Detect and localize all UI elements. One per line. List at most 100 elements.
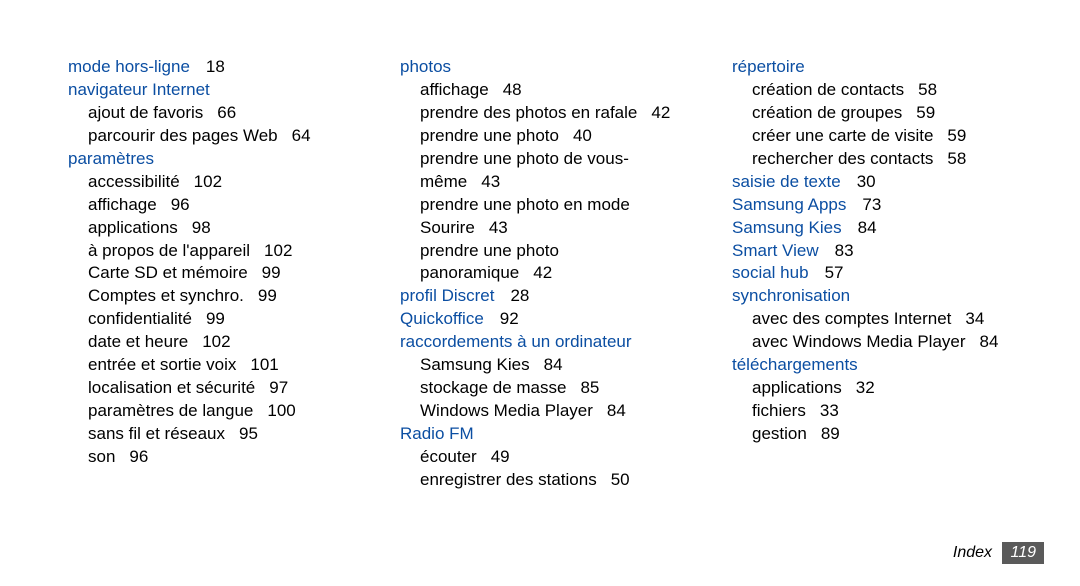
index-heading: Quickoffice	[400, 309, 484, 328]
index-sub-label: à propos de l'appareil	[88, 241, 250, 260]
index-heading: répertoire	[732, 57, 805, 76]
index-subentries: applications32fichiers 33 gestion 89	[732, 377, 1024, 446]
index-entry: paramètresaccessibilité102affichage96app…	[68, 148, 360, 469]
index-page-number: 40	[573, 126, 592, 145]
index-page-number: 89	[821, 424, 840, 443]
index-sub-label: écouter	[420, 447, 477, 466]
index-heading-row: téléchargements	[732, 354, 1024, 377]
index-subentry: Samsung Kies 84	[420, 354, 692, 377]
index-subentry: paramètres de langue100	[88, 400, 360, 423]
index-heading: Samsung Apps	[732, 195, 846, 214]
index-page-number: 102	[264, 241, 292, 260]
index-sub-label: accessibilité	[88, 172, 180, 191]
index-subentry: stockage de masse85	[420, 377, 692, 400]
index-entry: photosaffichage48prendre des photos en r…	[400, 56, 692, 285]
index-heading-row: Samsung Kies 84	[732, 217, 1024, 240]
index-sub-label: Carte SD et mémoire	[88, 263, 248, 282]
index-page-number: 84	[544, 355, 563, 374]
index-subentry: créer une carte de visite59	[752, 125, 1024, 148]
index-subentry: Windows Media Player84	[420, 400, 692, 423]
index-subentries: création de contacts58création de groupe…	[732, 79, 1024, 171]
index-entry: répertoire création de contacts58création…	[732, 56, 1024, 171]
index-sub-label: affichage	[88, 195, 157, 214]
index-entry: saisie de texte30	[732, 171, 1024, 194]
index-entry: raccordements à un ordinateur Samsung Kie…	[400, 331, 692, 423]
index-subentry: écouter 49	[420, 446, 692, 469]
index-sub-label: enregistrer des stations	[420, 470, 597, 489]
index-sub-label: Samsung Kies	[420, 355, 530, 374]
index-sub-label: gestion	[752, 424, 807, 443]
index-page-number: 18	[206, 57, 225, 76]
index-subentry: Comptes et synchro. 99	[88, 285, 360, 308]
index-heading-row: social hub 57	[732, 262, 1024, 285]
index-subentry: parcourir des pages Web 64	[88, 125, 360, 148]
index-page-number: 102	[194, 172, 222, 191]
index-sub-label: prendre une photo de vous-même	[420, 149, 629, 191]
index-sub-label: entrée et sortie voix	[88, 355, 236, 374]
index-heading: paramètres	[68, 149, 154, 168]
index-heading: profil Discret	[400, 286, 494, 305]
index-page-number: 64	[292, 126, 311, 145]
index-sub-label: Comptes et synchro.	[88, 286, 244, 305]
index-sub-label: création de groupes	[752, 103, 902, 122]
index-subentry: localisation et sécurité97	[88, 377, 360, 400]
index-heading: raccordements à un ordinateur	[400, 332, 632, 351]
index-heading: Radio FM	[400, 424, 474, 443]
index-page-number: 59	[916, 103, 935, 122]
index-subentry: Carte SD et mémoire99	[88, 262, 360, 285]
index-subentry: entrée et sortie voix101	[88, 354, 360, 377]
footer-page-badge: 119	[1002, 542, 1044, 564]
index-page-number: 92	[500, 309, 519, 328]
index-page-number: 66	[217, 103, 236, 122]
index-page-number: 99	[206, 309, 225, 328]
index-entry: téléchargements applications32fichiers 33 g…	[732, 354, 1024, 446]
index-page-number: 49	[491, 447, 510, 466]
index-sub-label: rechercher des contacts	[752, 149, 933, 168]
index-subentry: ajout de favoris 66	[88, 102, 360, 125]
index-subentries: accessibilité102affichage96applications9…	[68, 171, 360, 469]
index-heading: téléchargements	[732, 355, 858, 374]
index-page-number: 96	[129, 447, 148, 466]
index-heading: social hub	[732, 263, 809, 282]
page-footer: Index 119	[953, 542, 1044, 564]
index-heading-row: Radio FM	[400, 423, 692, 446]
index-heading-row: profil Discret28	[400, 285, 692, 308]
index-page-number: 84	[607, 401, 626, 420]
index-page-number: 33	[820, 401, 839, 420]
index-subentries: avec des comptes Internet34avec Windows …	[732, 308, 1024, 354]
index-subentry: date et heure102	[88, 331, 360, 354]
index-sub-label: date et heure	[88, 332, 188, 351]
index-subentry: son 96	[88, 446, 360, 469]
index-sub-label: son	[88, 447, 115, 466]
index-sub-label: avec des comptes Internet	[752, 309, 951, 328]
index-page-number: 83	[835, 241, 854, 260]
index-heading: Samsung Kies	[732, 218, 842, 237]
index-subentry: applications32	[752, 377, 1024, 400]
index-page-number: 84	[858, 218, 877, 237]
index-heading-row: Quickoffice 92	[400, 308, 692, 331]
index-heading: navigateur Internet	[68, 80, 210, 99]
index-subentry: accessibilité 102	[88, 171, 360, 194]
index-sub-label: parcourir des pages Web	[88, 126, 278, 145]
index-page-number: 84	[980, 332, 999, 351]
index-page-number: 99	[258, 286, 277, 305]
index-sub-label: ajout de favoris	[88, 103, 203, 122]
index-subentry: affichage48	[420, 79, 692, 102]
index-subentry: à propos de l'appareil 102	[88, 240, 360, 263]
index-subentry: rechercher des contacts 58	[752, 148, 1024, 171]
index-entry: Radio FM écouter 49 enregistrer des station…	[400, 423, 692, 492]
index-entry: Smart View83	[732, 240, 1024, 263]
index-page-number: 58	[947, 149, 966, 168]
index-page-number: 43	[489, 218, 508, 237]
index-entry: Samsung Kies 84	[732, 217, 1024, 240]
index-subentry: affichage96	[88, 194, 360, 217]
index-page-number: 57	[825, 263, 844, 282]
index-subentries: écouter 49 enregistrer des stations50	[400, 446, 692, 492]
index-entry: navigateur Internet ajout de favoris 66 par…	[68, 79, 360, 148]
index-sub-label: fichiers	[752, 401, 806, 420]
index-subentry: enregistrer des stations50	[420, 469, 692, 492]
index-sub-label: localisation et sécurité	[88, 378, 255, 397]
index-sub-label: créer une carte de visite	[752, 126, 933, 145]
index-heading-row: Samsung Apps73	[732, 194, 1024, 217]
index-entry: social hub 57	[732, 262, 1024, 285]
